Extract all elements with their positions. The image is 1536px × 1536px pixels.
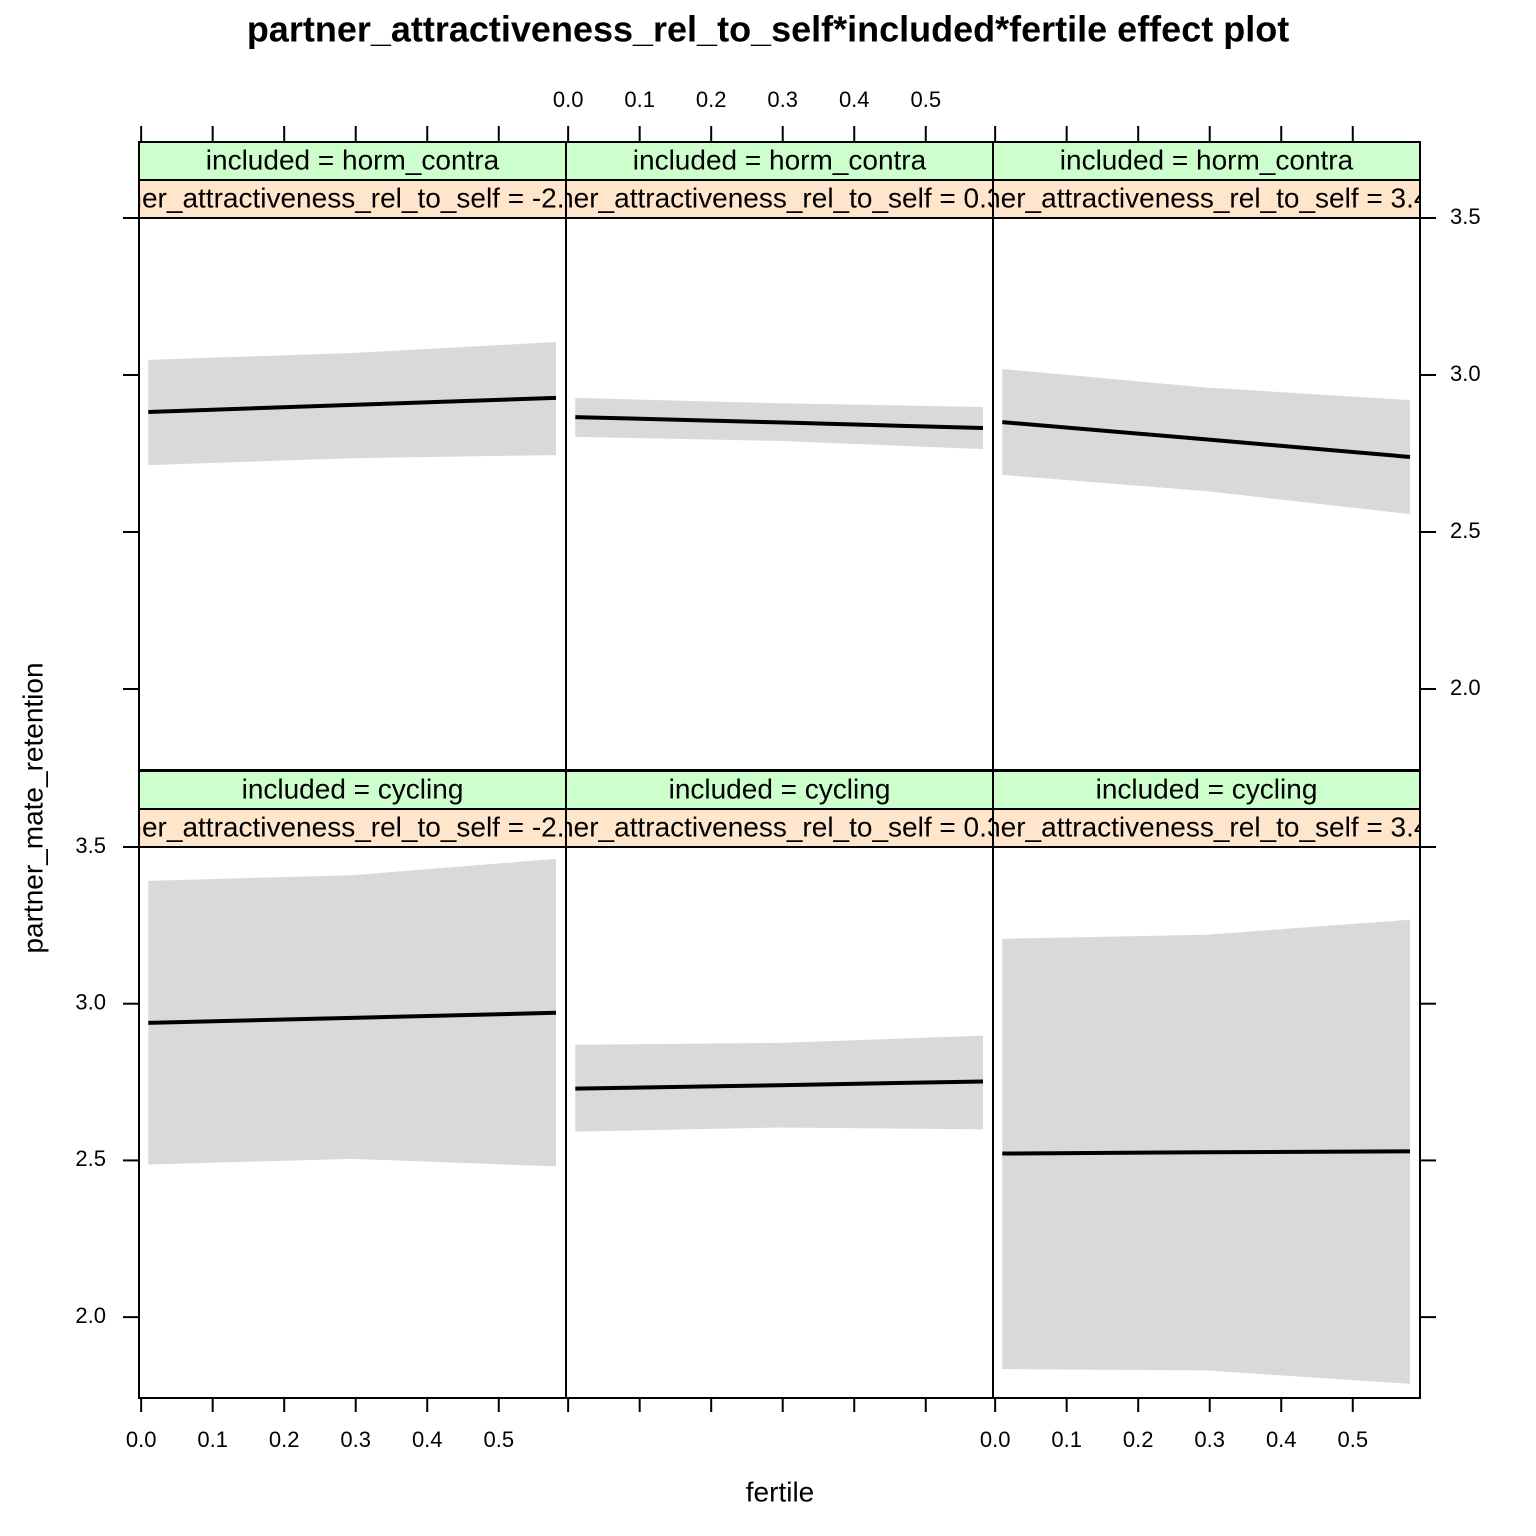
- strip-label: partner_attractiveness_rel_to_self = -2.…: [78, 182, 627, 213]
- x-tick-label: 0.3: [1194, 1427, 1225, 1452]
- y-tick-label: 3.0: [75, 990, 106, 1015]
- strip: [138, 770, 567, 810]
- x-tick-label: 0.1: [624, 87, 655, 112]
- x-tick-label: 0.3: [340, 1427, 371, 1452]
- confidence-band: [148, 858, 556, 1167]
- strip-label: included = horm_contra: [206, 144, 500, 175]
- panel: [1002, 369, 1411, 515]
- x-tick-label: 0.5: [483, 1427, 514, 1452]
- strip-label: included = horm_contra: [633, 144, 927, 175]
- x-tick-label: 0.0: [553, 87, 584, 112]
- panel-border: [565, 141, 994, 771]
- x-tick-label: 0.4: [412, 1427, 443, 1452]
- panel: [1002, 919, 1410, 1384]
- effect-line: [148, 395, 557, 415]
- panel: [575, 1035, 984, 1132]
- x-tick-label: 0.0: [126, 1427, 157, 1452]
- effect-line: [575, 1079, 984, 1091]
- strip-label: partner_attractiveness_rel_to_self = 0.3…: [510, 811, 1049, 842]
- x-tick-label: 0.3: [767, 87, 798, 112]
- x-tick-label: 0.1: [1051, 1427, 1082, 1452]
- confidence-band: [1002, 369, 1410, 515]
- x-tick-label: 0.1: [197, 1427, 228, 1452]
- panel: [148, 342, 557, 466]
- y-axis-label: partner_mate_retention: [17, 662, 48, 953]
- panel: [575, 397, 984, 450]
- strip-text: included = horm_contra partner_attractive…: [937, 144, 1476, 213]
- x-tick-label: 0.0: [980, 1427, 1011, 1452]
- panel: [148, 858, 557, 1167]
- panel-border: [992, 770, 1421, 1399]
- x-tick-label: 0.5: [1337, 1427, 1368, 1452]
- strip-text: included = horm_contra partner_attractive…: [510, 144, 1049, 213]
- x-axis-label: fertile: [746, 1476, 814, 1507]
- y-tick-label: 3.5: [75, 833, 106, 858]
- strip-label: included = cycling: [242, 773, 464, 804]
- y-tick-label: 2.5: [1450, 518, 1481, 543]
- strip: [565, 808, 994, 848]
- strip-text: included = cycling partner_attractiveness…: [510, 773, 1049, 842]
- strip-label: included = cycling: [669, 773, 891, 804]
- chart-title: partner_attractiveness_rel_to_self*inclu…: [247, 9, 1289, 50]
- effect-line: [1002, 420, 1411, 459]
- strip-text: included = cycling partner_attractiveness…: [937, 773, 1476, 842]
- strip-text: included = horm_contra partner_attractive…: [78, 144, 627, 213]
- x-tick-label: 0.2: [696, 87, 727, 112]
- y-tick-label: 2.0: [75, 1303, 106, 1328]
- x-tick-label: 0.2: [1123, 1427, 1154, 1452]
- x-tick-label: 0.5: [910, 87, 941, 112]
- strip-label: included = horm_contra: [1060, 144, 1354, 175]
- x-tick-label: 0.4: [839, 87, 870, 112]
- strip-label: partner_attractiveness_rel_to_self = 0.3…: [510, 182, 1049, 213]
- strip-label: partner_attractiveness_rel_to_self = -2.…: [78, 811, 627, 842]
- strip-text: included = cycling partner_attractiveness…: [78, 773, 627, 842]
- x-tick-label: 0.4: [1266, 1427, 1297, 1452]
- effect-line: [148, 1010, 557, 1025]
- y-tick-label: 2.0: [1450, 675, 1481, 700]
- strip: [992, 179, 1421, 219]
- x-tick-label: 0.2: [269, 1427, 300, 1452]
- strip-label: partner_attractiveness_rel_to_self = 3.4…: [937, 811, 1476, 842]
- strip-label: included = cycling: [1096, 773, 1318, 804]
- effect-line: [1002, 1149, 1410, 1156]
- effect-line: [575, 415, 984, 431]
- strip-label: partner_attractiveness_rel_to_self = 3.4…: [937, 182, 1476, 213]
- strip: [138, 808, 567, 848]
- y-tick-label: 3.0: [1450, 361, 1481, 386]
- y-tick-label: 3.5: [1450, 204, 1481, 229]
- y-tick-label: 2.5: [75, 1146, 106, 1171]
